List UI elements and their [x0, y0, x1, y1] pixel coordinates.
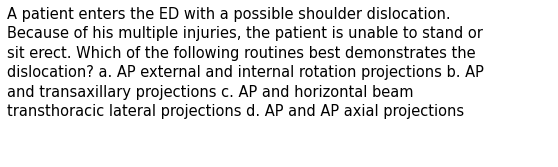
Text: A patient enters the ED with a possible shoulder dislocation.
Because of his mul: A patient enters the ED with a possible …: [7, 7, 484, 119]
